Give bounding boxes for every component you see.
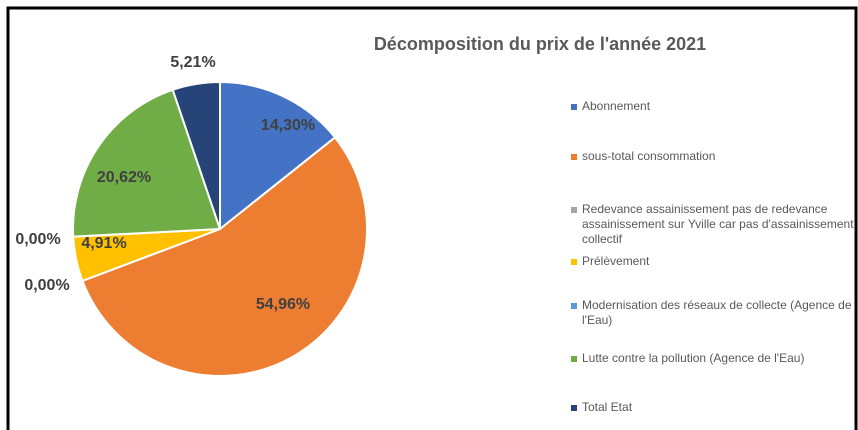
pie-slice — [219, 80, 337, 232]
legend-swatch — [571, 259, 577, 265]
data-label: 5,21% — [170, 54, 215, 71]
pie-slice — [171, 80, 221, 230]
data-label: 54,96% — [256, 296, 310, 313]
legend-swatch — [571, 104, 577, 110]
legend-item: sous-total consommation — [571, 149, 857, 164]
legend-swatch — [571, 207, 577, 213]
legend-swatch — [571, 154, 577, 160]
legend-item: Abonnement — [571, 99, 857, 114]
legend-swatch — [571, 303, 577, 309]
legend-label: Redevance assainissement pas de redevanc… — [582, 202, 854, 246]
legend-item: Modernisation des réseaux de collecte (A… — [571, 298, 857, 328]
data-label: 0,00% — [24, 277, 69, 294]
frame — [6, 6, 858, 430]
legend-label: Modernisation des réseaux de collecte (A… — [582, 298, 852, 327]
pie-slice — [72, 88, 222, 238]
legend-label: Lutte contre la pollution (Agence de l'E… — [582, 351, 805, 365]
data-label: 0,00% — [15, 231, 60, 248]
legend-item: Prélèvement — [571, 254, 857, 269]
legend-item: Total Etat — [571, 400, 857, 415]
data-label: 4,91% — [81, 235, 126, 252]
legend-label: sous-total consommation — [582, 149, 716, 163]
chart-title: Décomposition du prix de l'année 2021 — [374, 34, 706, 54]
legend-label: Total Etat — [582, 400, 633, 414]
legend-swatch — [571, 405, 577, 411]
legend-swatch — [571, 356, 577, 362]
data-label: 14,30% — [261, 117, 315, 134]
legend-item: Redevance assainissement pas de redevanc… — [571, 202, 857, 247]
legend-label: Abonnement — [582, 99, 651, 113]
pie-slice — [81, 136, 368, 377]
data-label: 20,62% — [97, 169, 151, 186]
legend-label: Prélèvement — [582, 254, 650, 268]
legend-item: Lutte contre la pollution (Agence de l'E… — [571, 351, 857, 366]
